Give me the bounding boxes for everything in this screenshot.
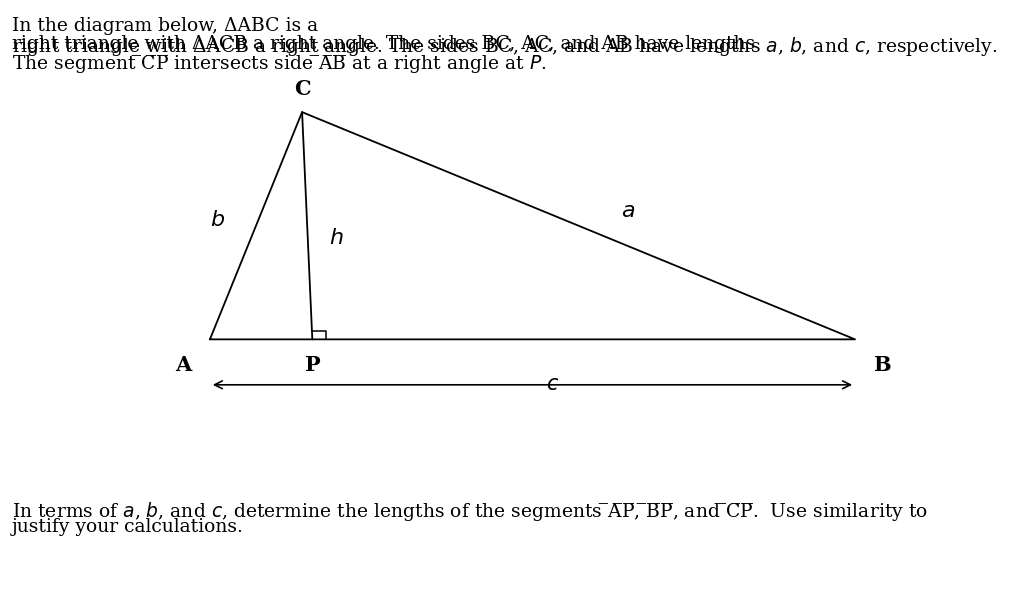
Text: P: P xyxy=(304,355,321,375)
Text: $b$: $b$ xyxy=(210,208,224,231)
Text: A: A xyxy=(175,355,191,375)
Text: B: B xyxy=(873,355,891,375)
Text: In terms of $a$, $b$, and $c$, determine the lengths of the segments ̅A̅P̅, ̅B̅P: In terms of $a$, $b$, and $c$, determine… xyxy=(12,500,928,523)
Text: C: C xyxy=(294,79,310,99)
Text: $c$: $c$ xyxy=(547,375,559,395)
Text: right triangle with ΔACB a right angle. The sides BC, AC, and AB have lengths: right triangle with ΔACB a right angle. … xyxy=(12,35,762,53)
Text: $a$: $a$ xyxy=(621,199,635,222)
Text: $h$: $h$ xyxy=(329,227,343,249)
Text: right triangle with ΔACB a right angle. The sides BC, AC, and AB have lengths $a: right triangle with ΔACB a right angle. … xyxy=(12,35,997,58)
Text: The segment ̅C̅P̅ intersects side ̅A̅B̅ at a right angle at $P$.: The segment ̅C̅P̅ intersects side ̅A̅B̅ … xyxy=(12,53,547,75)
Text: In the diagram below, ΔABC is a: In the diagram below, ΔABC is a xyxy=(12,17,318,35)
Text: justify your calculations.: justify your calculations. xyxy=(12,518,244,536)
